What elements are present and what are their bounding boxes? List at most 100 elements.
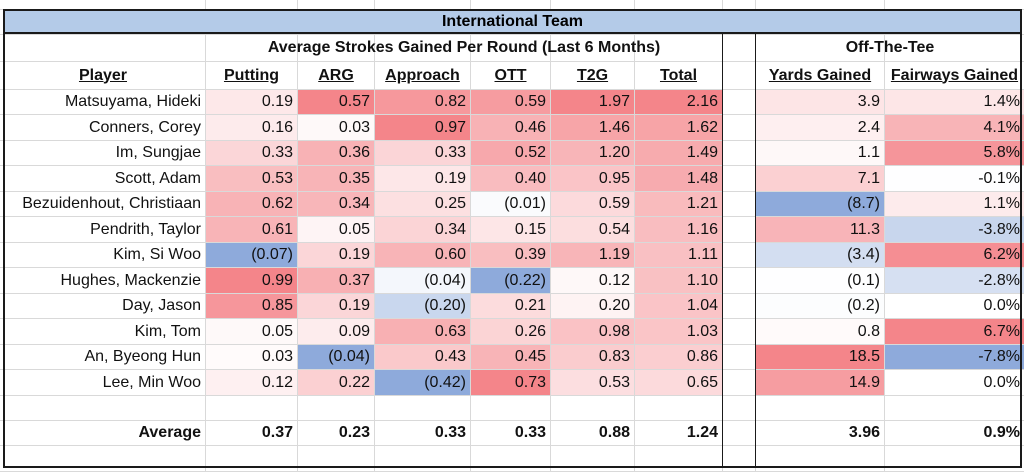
stat-cell-t2g[interactable]: 0.12 — [551, 268, 634, 293]
stat-cell-t2g[interactable]: 0.83 — [551, 345, 634, 369]
column-header-player[interactable]: Player — [78, 66, 128, 84]
stat-cell-ott[interactable]: (0.22) — [471, 268, 550, 293]
stat-cell-approach[interactable]: 0.25 — [375, 192, 470, 216]
stat-cell-ott[interactable]: (0.01) — [471, 192, 550, 216]
stat-cell-total[interactable]: 1.10 — [635, 268, 722, 293]
stat-cell-yards[interactable]: (8.7) — [756, 192, 884, 216]
column-header-approach[interactable]: Approach — [385, 66, 460, 84]
player-name-cell[interactable]: An, Byeong Hun — [84, 348, 201, 365]
average-cell-yards[interactable]: 3.96 — [848, 424, 880, 441]
stat-cell-approach[interactable]: 0.34 — [375, 217, 470, 242]
stat-cell-fairways[interactable]: 0.0% — [885, 294, 1024, 318]
player-name-cell[interactable]: Hughes, Mackenzie — [60, 271, 201, 289]
stat-cell-ott[interactable]: 0.39 — [471, 243, 550, 267]
stat-cell-fairways[interactable]: 1.4% — [885, 90, 1024, 114]
stat-cell-fairways[interactable]: -0.1% — [885, 166, 1024, 191]
stat-cell-yards[interactable]: 7.1 — [756, 166, 884, 191]
stat-cell-ott[interactable]: 0.21 — [471, 294, 550, 318]
stat-cell-yards[interactable]: 2.4 — [756, 115, 884, 140]
stat-cell-yards[interactable]: 18.5 — [756, 345, 884, 369]
stat-cell-fairways[interactable]: -7.8% — [885, 345, 1024, 369]
stat-cell-ott[interactable]: 0.15 — [471, 217, 550, 242]
stat-cell-t2g[interactable]: 1.20 — [551, 141, 634, 165]
stat-cell-yards[interactable]: (0.2) — [756, 294, 884, 318]
stat-cell-total[interactable]: 1.11 — [635, 243, 722, 267]
stat-cell-approach[interactable]: 0.19 — [375, 166, 470, 191]
stat-cell-total[interactable]: 1.49 — [635, 141, 722, 165]
stat-cell-arg[interactable]: 0.05 — [298, 217, 374, 242]
average-cell-approach[interactable]: 0.33 — [434, 424, 466, 441]
stat-cell-fairways[interactable]: 6.2% — [885, 243, 1024, 267]
stat-cell-arg[interactable]: 0.22 — [298, 370, 374, 395]
stat-cell-approach[interactable]: (0.42) — [375, 370, 470, 395]
stat-cell-approach[interactable]: (0.20) — [375, 294, 470, 318]
stat-cell-arg[interactable]: 0.57 — [298, 90, 374, 114]
average-cell-t2g[interactable]: 0.88 — [598, 424, 630, 441]
stat-cell-yards[interactable]: 0.8 — [756, 319, 884, 344]
stat-cell-putting[interactable]: 0.33 — [206, 141, 297, 165]
stat-cell-putting[interactable]: 0.62 — [206, 192, 297, 216]
stat-cell-yards[interactable]: 11.3 — [756, 217, 884, 242]
group-header-strokes-gained[interactable]: Average Strokes Gained Per Round (Last 6… — [267, 39, 661, 56]
player-name-cell[interactable]: Lee, Min Woo — [102, 373, 201, 391]
stat-cell-total[interactable]: 1.62 — [635, 115, 722, 140]
stat-cell-total[interactable]: 0.86 — [635, 345, 722, 369]
player-name-cell[interactable]: Conners, Corey — [88, 118, 201, 136]
stat-cell-putting[interactable]: 0.61 — [206, 217, 297, 242]
player-name-cell[interactable]: Bezuidenhout, Christiaan — [22, 195, 201, 212]
stat-cell-arg[interactable]: 0.36 — [298, 141, 374, 165]
stat-cell-putting[interactable]: 0.03 — [206, 345, 297, 369]
stat-cell-yards[interactable]: 14.9 — [756, 370, 884, 395]
stat-cell-arg[interactable]: 0.19 — [298, 294, 374, 318]
column-header-total[interactable]: Total — [659, 66, 698, 84]
stat-cell-approach[interactable]: 0.82 — [375, 90, 470, 114]
average-cell-fairways[interactable]: 0.9% — [983, 424, 1020, 441]
stat-cell-approach[interactable]: (0.04) — [375, 268, 470, 293]
stat-cell-t2g[interactable]: 0.20 — [551, 294, 634, 318]
stat-cell-arg[interactable]: 0.09 — [298, 319, 374, 344]
column-header-arg[interactable]: ARG — [318, 66, 354, 84]
stat-cell-putting[interactable]: 0.85 — [206, 294, 297, 318]
stat-cell-fairways[interactable]: -2.8% — [885, 268, 1024, 293]
player-name-cell[interactable]: Pendrith, Taylor — [90, 220, 201, 238]
stat-cell-ott[interactable]: 0.59 — [471, 90, 550, 114]
player-name-cell[interactable]: Im, Sungjae — [115, 144, 201, 161]
column-header-yards-gained[interactable]: Yards Gained — [768, 66, 872, 84]
stat-cell-arg[interactable]: 0.03 — [298, 115, 374, 140]
stat-cell-ott[interactable]: 0.26 — [471, 319, 550, 344]
column-header-fairways-gained[interactable]: Fairways Gained — [890, 66, 1019, 84]
column-header-t2g[interactable]: T2G — [576, 66, 609, 84]
average-label[interactable]: Average — [138, 424, 201, 441]
stat-cell-t2g[interactable]: 0.95 — [551, 166, 634, 191]
stat-cell-putting[interactable]: 0.05 — [206, 319, 297, 344]
stat-cell-arg[interactable]: (0.04) — [298, 345, 374, 369]
stat-cell-total[interactable]: 0.65 — [635, 370, 722, 395]
stat-cell-ott[interactable]: 0.40 — [471, 166, 550, 191]
player-name-cell[interactable]: Scott, Adam — [114, 169, 201, 187]
stat-cell-approach[interactable]: 0.33 — [375, 141, 470, 165]
stat-cell-fairways[interactable]: 0.0% — [885, 370, 1024, 395]
stat-cell-approach[interactable]: 0.43 — [375, 345, 470, 369]
stat-cell-ott[interactable]: 0.46 — [471, 115, 550, 140]
stat-cell-fairways[interactable]: 5.8% — [885, 141, 1024, 165]
stat-cell-t2g[interactable]: 1.46 — [551, 115, 634, 140]
stat-cell-putting[interactable]: 0.53 — [206, 166, 297, 191]
stat-cell-yards[interactable]: 1.1 — [756, 141, 884, 165]
stat-cell-total[interactable]: 2.16 — [635, 90, 722, 114]
stat-cell-t2g[interactable]: 0.54 — [551, 217, 634, 242]
stat-cell-putting[interactable]: 0.16 — [206, 115, 297, 140]
player-name-cell[interactable]: Day, Jason — [122, 297, 201, 314]
stat-cell-approach[interactable]: 0.97 — [375, 115, 470, 140]
average-cell-total[interactable]: 1.24 — [686, 424, 718, 441]
stat-cell-putting[interactable]: 0.19 — [206, 90, 297, 114]
group-header-off-the-tee[interactable]: Off-The-Tee — [845, 39, 935, 56]
average-cell-ott[interactable]: 0.33 — [514, 424, 546, 441]
stat-cell-fairways[interactable]: 6.7% — [885, 319, 1024, 344]
stat-cell-t2g[interactable]: 0.98 — [551, 319, 634, 344]
column-header-ott[interactable]: OTT — [494, 66, 527, 84]
player-name-cell[interactable]: Matsuyama, Hideki — [64, 93, 201, 110]
stat-cell-approach[interactable]: 0.63 — [375, 319, 470, 344]
player-name-cell[interactable]: Kim, Tom — [134, 322, 201, 340]
stat-cell-putting[interactable]: 0.99 — [206, 268, 297, 293]
stat-cell-ott[interactable]: 0.52 — [471, 141, 550, 165]
